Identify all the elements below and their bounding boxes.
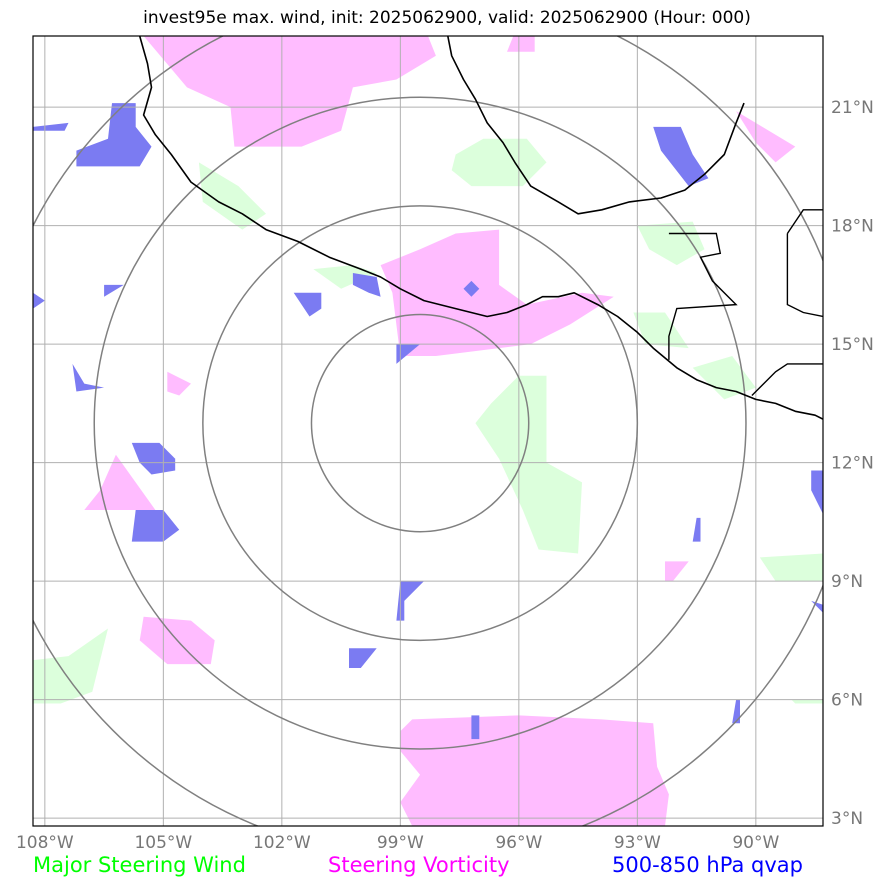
legend-steering-vorticity: Steering Vorticity [328, 853, 510, 877]
steering-vorticity-area [665, 561, 689, 582]
steering-wind-area [198, 162, 266, 230]
steering-vorticity-area [143, 36, 436, 147]
lat-lon-grid [33, 36, 823, 826]
qvap-area [33, 122, 69, 131]
qvap-area [349, 648, 377, 668]
lon-tick-label: 99°W [377, 833, 424, 853]
legend-steering-wind: Major Steering Wind [33, 853, 246, 877]
qvap-area [131, 442, 176, 475]
steering-wind-area [637, 221, 705, 266]
lon-tick-label: 105°W [134, 833, 192, 853]
steering-vorticity-area [736, 111, 796, 163]
country-border [751, 363, 823, 396]
steering-wind-area [33, 628, 108, 704]
lat-tick-label: 3°N [831, 809, 863, 829]
lat-tick-label: 18°N [831, 217, 874, 237]
steering-vorticity-area [380, 229, 614, 356]
map-background [33, 36, 823, 826]
steering-wind-area [475, 375, 582, 554]
qvap-area [104, 284, 124, 297]
lat-tick-label: 21°N [831, 98, 874, 118]
range-ring [310, 313, 530, 533]
lon-tick-label: 90°W [732, 833, 779, 853]
qvap-area [293, 292, 322, 317]
qvap-area [463, 280, 480, 297]
qvap-area [653, 126, 709, 187]
field-layers [33, 36, 823, 826]
lat-tick-label: 9°N [831, 572, 863, 592]
lat-tick-label: 12°N [831, 454, 874, 474]
country-border [668, 232, 738, 360]
steering-wind-area [692, 356, 756, 400]
steering-wind-area [313, 265, 377, 289]
legend-qvap: 500-850 hPa qvap [612, 853, 803, 877]
range-rings [33, 36, 823, 826]
lon-tick-label: 108°W [16, 833, 74, 853]
qvap-area [471, 715, 480, 740]
qvap-area [131, 510, 180, 542]
coastlines [138, 36, 823, 420]
qvap-area [396, 581, 424, 621]
qvap-area [33, 292, 45, 309]
steering-wind-area [791, 699, 823, 704]
qvap-area [811, 600, 823, 613]
qvap-area [811, 470, 823, 514]
lon-tick-label: 93°W [614, 833, 661, 853]
lat-tick-label: 15°N [831, 335, 874, 355]
range-ring [93, 96, 747, 750]
map-frame [32, 35, 824, 827]
lon-tick-label: 96°W [495, 833, 542, 853]
country-border [786, 233, 823, 318]
steering-wind-area [633, 312, 689, 349]
steering-wind-layer [33, 138, 823, 704]
lon-tick-label: 102°W [253, 833, 311, 853]
country-border [786, 209, 823, 234]
steering-wind-area [759, 553, 823, 582]
pacific-coastline [138, 36, 823, 420]
range-ring [202, 205, 639, 642]
qvap-area [396, 344, 421, 364]
qvap-area [732, 699, 740, 724]
latitude-tick-labels: 3°N 6°N 9°N 12°N 15°N 18°N 21°N [831, 98, 874, 829]
steering-vorticity-area [167, 371, 191, 396]
map-title: invest95e max. wind, init: 2025062900, v… [143, 8, 751, 28]
qvap-area [76, 103, 152, 167]
steering-vorticity-area [507, 36, 535, 52]
steering-vorticity-area [400, 715, 669, 826]
longitude-tick-labels: 108°W 105°W 102°W 99°W 96°W 93°W 90°W [16, 833, 780, 853]
qvap-area [72, 363, 105, 392]
lat-tick-label: 6°N [831, 691, 863, 711]
qvap-layer [33, 103, 823, 740]
gulf-coastline [447, 36, 745, 215]
qvap-area [352, 273, 381, 297]
qvap-area [692, 517, 701, 542]
